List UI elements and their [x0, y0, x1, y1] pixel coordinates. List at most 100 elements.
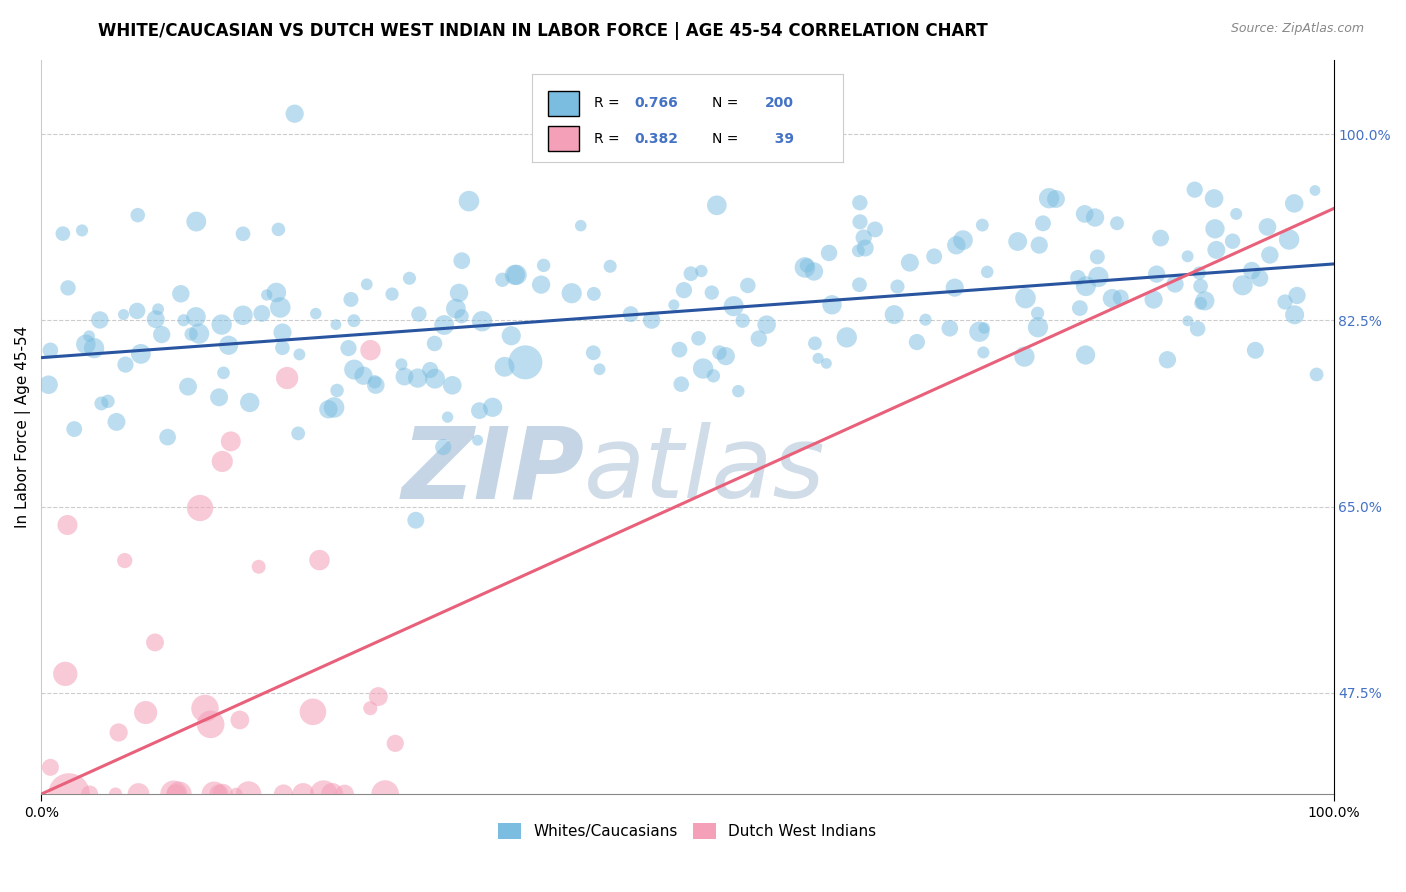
Point	[1232, 278, 1254, 293]
Point	[1032, 216, 1054, 230]
Point	[1282, 196, 1305, 211]
Point	[156, 430, 179, 444]
Point	[356, 277, 378, 292]
Point	[886, 279, 908, 293]
Point	[679, 267, 702, 281]
Point	[163, 787, 186, 801]
Point	[1286, 288, 1309, 302]
Point	[384, 736, 406, 750]
Point	[450, 253, 472, 268]
Point	[848, 277, 870, 292]
Point	[39, 343, 62, 358]
Point	[38, 377, 60, 392]
Point	[266, 285, 288, 300]
Point	[398, 271, 420, 285]
Point	[239, 395, 262, 409]
Point	[852, 230, 875, 244]
Point	[731, 313, 754, 327]
Point	[77, 329, 100, 343]
Point	[1244, 343, 1267, 358]
Point	[1074, 279, 1097, 293]
Point	[1105, 216, 1128, 230]
Point	[1249, 271, 1271, 285]
Text: WHITE/CAUCASIAN VS DUTCH WEST INDIAN IN LABOR FORCE | AGE 45-54 CORRELATION CHAR: WHITE/CAUCASIAN VS DUTCH WEST INDIAN IN …	[98, 22, 988, 40]
Point	[853, 241, 876, 255]
Point	[702, 368, 724, 383]
Point	[202, 787, 225, 801]
Point	[1284, 308, 1306, 322]
Point	[52, 227, 75, 241]
Point	[58, 787, 80, 801]
Point	[374, 787, 396, 801]
Point	[671, 377, 693, 392]
Point	[212, 366, 235, 380]
Point	[1303, 184, 1326, 198]
Point	[1101, 292, 1123, 306]
Y-axis label: In Labor Force | Age 45-54: In Labor Force | Age 45-54	[15, 326, 31, 528]
Point	[232, 308, 254, 322]
Point	[184, 310, 207, 324]
Point	[1225, 207, 1247, 221]
Point	[503, 268, 526, 282]
Point	[276, 371, 298, 385]
Point	[588, 362, 610, 376]
Point	[269, 301, 291, 315]
Point	[186, 214, 208, 228]
Point	[945, 238, 967, 252]
Point	[1026, 306, 1049, 320]
Point	[1007, 235, 1029, 249]
Point	[690, 264, 713, 278]
Point	[208, 390, 231, 404]
Point	[135, 706, 157, 720]
Point	[419, 363, 441, 377]
Point	[367, 690, 389, 704]
Point	[1149, 231, 1171, 245]
Point	[318, 402, 340, 417]
Point	[79, 787, 101, 801]
Point	[905, 334, 928, 349]
Point	[333, 787, 356, 801]
Point	[688, 331, 710, 345]
Point	[432, 440, 454, 454]
Point	[247, 559, 270, 574]
Point	[188, 326, 211, 341]
Point	[1109, 291, 1132, 305]
Text: Source: ZipAtlas.com: Source: ZipAtlas.com	[1230, 22, 1364, 36]
Point	[898, 255, 921, 269]
Point	[211, 787, 233, 801]
Point	[305, 307, 328, 321]
Point	[1028, 238, 1050, 252]
Point	[700, 285, 723, 300]
Point	[969, 325, 991, 339]
Point	[458, 194, 481, 208]
Point	[208, 787, 231, 801]
Point	[323, 401, 346, 415]
Point	[56, 518, 79, 533]
Point	[450, 310, 472, 324]
Point	[668, 343, 690, 357]
Point	[468, 403, 491, 417]
Point	[177, 379, 200, 393]
Point	[308, 553, 330, 567]
Point	[515, 355, 537, 369]
Point	[114, 553, 136, 567]
Point	[53, 666, 76, 681]
Legend: Whites/Caucasians, Dutch West Indians: Whites/Caucasians, Dutch West Indians	[492, 817, 883, 845]
Point	[271, 326, 294, 340]
Point	[288, 347, 311, 361]
Point	[471, 314, 494, 328]
Point	[360, 343, 382, 358]
Point	[848, 244, 870, 258]
Point	[325, 318, 347, 332]
Point	[444, 301, 467, 316]
Point	[114, 358, 136, 372]
Point	[423, 372, 446, 386]
Point	[1204, 222, 1226, 236]
Point	[737, 278, 759, 293]
Point	[582, 345, 605, 359]
Point	[582, 286, 605, 301]
Point	[225, 787, 247, 801]
Point	[1084, 211, 1107, 225]
Point	[491, 273, 513, 287]
Point	[1258, 248, 1281, 262]
